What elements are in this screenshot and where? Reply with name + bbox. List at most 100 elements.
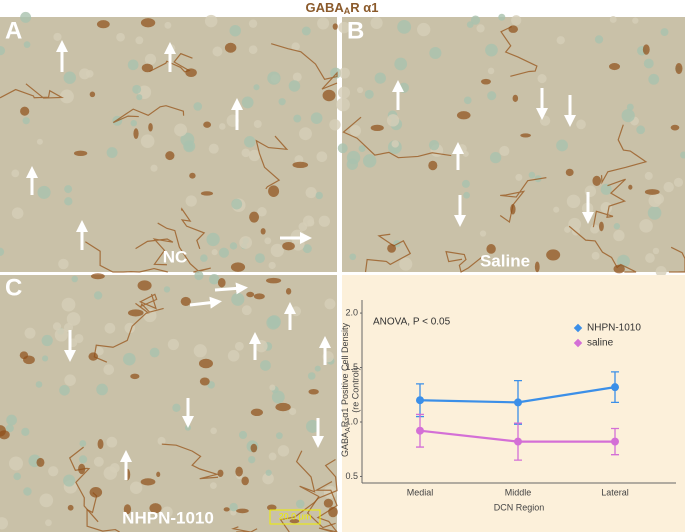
stain bbox=[592, 175, 602, 187]
cell bbox=[167, 338, 180, 351]
cell bbox=[293, 114, 302, 123]
cell bbox=[37, 185, 51, 199]
cell bbox=[238, 430, 248, 440]
stain bbox=[250, 408, 263, 417]
cell bbox=[253, 84, 260, 91]
cell bbox=[239, 236, 253, 249]
fiber bbox=[445, 250, 483, 273]
cell bbox=[35, 381, 43, 388]
cell bbox=[0, 247, 5, 256]
stain bbox=[520, 133, 532, 138]
x-tick-label: Middle bbox=[505, 487, 532, 497]
fiber bbox=[364, 233, 412, 273]
fiber bbox=[342, 116, 452, 159]
cell bbox=[613, 223, 621, 230]
cell bbox=[63, 474, 76, 487]
cell bbox=[0, 46, 6, 56]
stain bbox=[185, 68, 197, 77]
stain bbox=[241, 476, 249, 486]
stain bbox=[644, 189, 660, 195]
cell bbox=[106, 436, 118, 448]
cell bbox=[103, 466, 118, 480]
stain bbox=[89, 91, 96, 98]
cell bbox=[206, 232, 220, 247]
cell bbox=[255, 253, 265, 264]
cell bbox=[621, 108, 635, 123]
cell bbox=[174, 123, 188, 137]
stain bbox=[322, 89, 336, 102]
fiber bbox=[271, 43, 338, 90]
cell bbox=[537, 73, 547, 84]
cell bbox=[11, 207, 24, 220]
y-axis-label: GABAAR-α1 Positive Cell Density bbox=[340, 323, 351, 457]
stain bbox=[670, 124, 680, 131]
cell bbox=[266, 315, 281, 330]
cell bbox=[298, 222, 308, 231]
cell bbox=[248, 45, 258, 54]
stain bbox=[428, 160, 438, 171]
cell bbox=[185, 195, 197, 207]
stain bbox=[224, 42, 237, 53]
stain bbox=[512, 94, 519, 102]
arrow bbox=[214, 282, 248, 295]
cell bbox=[647, 206, 662, 220]
stain bbox=[127, 309, 144, 317]
cell bbox=[349, 124, 362, 137]
cell bbox=[132, 84, 142, 94]
point bbox=[416, 426, 424, 435]
cell bbox=[24, 327, 36, 339]
cell bbox=[594, 35, 604, 44]
cell bbox=[23, 41, 31, 48]
cell bbox=[227, 349, 240, 362]
cell bbox=[234, 341, 244, 351]
cell bbox=[374, 72, 386, 84]
cell bbox=[149, 347, 160, 358]
cell bbox=[576, 119, 586, 130]
cell bbox=[528, 171, 536, 179]
cell bbox=[241, 148, 251, 158]
cell bbox=[301, 26, 311, 36]
cell bbox=[463, 96, 472, 105]
cell bbox=[318, 215, 330, 227]
cell bbox=[23, 487, 32, 496]
cell bbox=[590, 224, 600, 234]
cell bbox=[299, 127, 312, 141]
stain bbox=[156, 471, 161, 478]
cell bbox=[461, 179, 470, 188]
y-label-part: GABA bbox=[340, 432, 350, 457]
cell bbox=[362, 154, 377, 168]
cell bbox=[267, 71, 281, 85]
cell bbox=[79, 440, 87, 447]
stain bbox=[217, 469, 224, 478]
stain bbox=[149, 503, 162, 514]
fiber bbox=[500, 26, 538, 77]
legend-label: saline bbox=[587, 338, 614, 349]
cell bbox=[54, 328, 68, 342]
stain bbox=[96, 20, 110, 29]
point bbox=[514, 437, 522, 446]
y-tick-label: 0.5 bbox=[345, 471, 358, 481]
cell bbox=[644, 171, 653, 180]
stain bbox=[508, 25, 519, 33]
stain bbox=[642, 44, 650, 55]
stain bbox=[308, 388, 319, 395]
cell bbox=[144, 53, 157, 66]
cell bbox=[22, 117, 30, 125]
y-axis-label-line2: (re Control) bbox=[350, 367, 360, 413]
cell bbox=[652, 247, 660, 255]
cell bbox=[260, 360, 271, 371]
stain bbox=[133, 128, 139, 140]
stain bbox=[165, 151, 175, 161]
cell bbox=[45, 519, 52, 527]
fiber bbox=[255, 135, 289, 190]
cell bbox=[289, 407, 297, 416]
stain bbox=[130, 373, 140, 380]
cell bbox=[294, 155, 304, 164]
x-tick-label: Lateral bbox=[601, 487, 629, 497]
cell bbox=[639, 219, 653, 233]
cell bbox=[489, 152, 502, 164]
fiber bbox=[668, 246, 685, 273]
stain bbox=[89, 487, 103, 498]
stain bbox=[200, 191, 214, 196]
